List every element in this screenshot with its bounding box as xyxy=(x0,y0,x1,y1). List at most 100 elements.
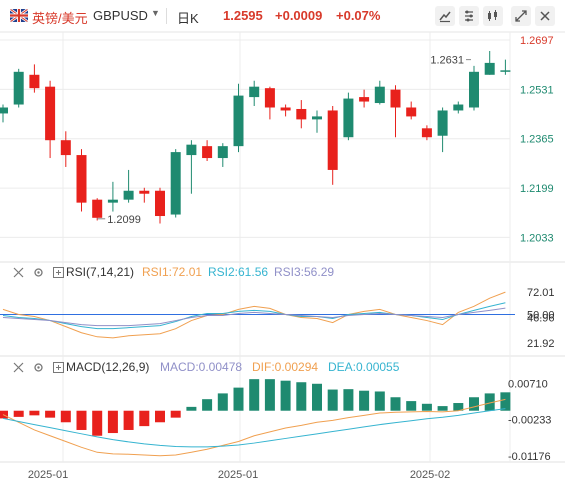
rsi1-line xyxy=(2,291,506,339)
period-selector[interactable]: 日K xyxy=(177,11,199,26)
divider xyxy=(166,8,167,24)
macd-bar xyxy=(453,403,464,411)
expand-icon xyxy=(515,10,527,22)
expand-button[interactable] xyxy=(511,6,531,26)
candle xyxy=(155,190,165,217)
candle xyxy=(123,190,134,200)
date-axis-label: 2025-01 xyxy=(218,469,258,481)
candle xyxy=(45,86,56,141)
macd-axis-label: -0.01176 xyxy=(508,451,551,463)
price-change-percent: +0.07% xyxy=(336,8,381,23)
indicator-settings-button[interactable] xyxy=(459,6,479,26)
macd-bar xyxy=(155,410,165,423)
expand-indicator-icon[interactable] xyxy=(53,267,64,278)
close-button[interactable] xyxy=(535,6,555,26)
macd-bar xyxy=(327,389,338,411)
macd-title: MACD(12,26,9) xyxy=(66,360,150,374)
macd-bar xyxy=(107,410,118,434)
candle xyxy=(249,86,260,98)
candle xyxy=(186,144,197,156)
low-annotation: 1.2099 xyxy=(107,214,141,226)
macd-bar xyxy=(390,397,401,411)
candle xyxy=(406,107,417,117)
date-axis-label: 2025-01 xyxy=(28,469,68,481)
macd-bar xyxy=(312,383,322,411)
macd-value: MACD:0.00478 xyxy=(160,360,243,374)
macd-bar xyxy=(264,379,275,411)
rsi-axis-label: 72.01 xyxy=(527,287,555,299)
candle xyxy=(390,89,401,108)
candle xyxy=(437,110,448,136)
high-annotation: 1.2631 xyxy=(430,55,464,67)
candle xyxy=(296,108,307,120)
uk-flag-icon xyxy=(10,9,28,22)
macd-bar xyxy=(76,410,87,430)
rsi2-line xyxy=(2,302,506,330)
candle xyxy=(343,98,354,138)
candle xyxy=(264,88,275,108)
candle xyxy=(170,152,181,215)
candle xyxy=(374,86,385,104)
macd-bar xyxy=(45,410,56,418)
candle xyxy=(484,62,495,75)
macd-bar xyxy=(139,410,150,427)
candle xyxy=(453,104,464,111)
price-axis-label: 1.2199 xyxy=(520,183,554,195)
candle xyxy=(107,199,118,203)
macd-bar xyxy=(437,406,448,411)
macd-bar xyxy=(123,410,134,430)
gear-icon[interactable] xyxy=(33,267,44,278)
macd-bar xyxy=(359,390,370,411)
macd-bar xyxy=(406,401,417,411)
price-axis-label: 1.2033 xyxy=(520,232,554,244)
settings-icon xyxy=(465,10,473,22)
candle xyxy=(76,155,87,203)
dif-value: DIF:0.00294 xyxy=(252,360,319,374)
macd-bar xyxy=(92,410,103,436)
price-change: +0.0009 xyxy=(275,8,323,23)
macd-bar xyxy=(186,406,197,411)
symbol-code[interactable]: GBPUSD xyxy=(93,8,148,23)
macd-bar xyxy=(484,393,495,411)
visibility-icon[interactable] xyxy=(13,267,24,278)
candle xyxy=(280,107,291,111)
macd-bar xyxy=(202,399,213,411)
macd-bar xyxy=(249,379,260,411)
macd-bar xyxy=(469,397,479,411)
macd-bar xyxy=(280,380,291,411)
candle xyxy=(92,199,103,218)
candle xyxy=(327,110,338,170)
chart-header: 英镑/美元 GBPUSD ▼ 日K 1.2595 +0.0009 +0.07% xyxy=(0,0,565,32)
candle xyxy=(469,71,479,108)
candle xyxy=(500,70,511,72)
candle xyxy=(202,146,213,159)
draw-tool-button[interactable] xyxy=(435,6,455,26)
chevron-down-icon[interactable]: ▼ xyxy=(151,8,160,18)
gear-icon[interactable] xyxy=(33,362,44,373)
macd-bar xyxy=(60,410,71,423)
macd-bar xyxy=(170,410,181,418)
candle xyxy=(13,71,24,105)
rsi2-value: RSI2:61.56 xyxy=(208,265,269,279)
candle xyxy=(60,140,71,156)
candle xyxy=(421,128,432,138)
symbol-name[interactable]: 英镑/美元 xyxy=(32,11,88,26)
macd-axis-label: -0.00233 xyxy=(508,415,551,427)
rsi3-value: RSI3:56.29 xyxy=(274,265,335,279)
expand-indicator-icon[interactable] xyxy=(53,362,64,373)
macd-bar xyxy=(374,391,385,411)
macd-bar xyxy=(343,389,354,411)
candle xyxy=(0,107,8,114)
macd-bar xyxy=(296,382,307,411)
macd-bar xyxy=(421,403,432,411)
rsi3-line xyxy=(2,307,506,327)
visibility-icon[interactable] xyxy=(13,362,24,373)
chart-type-button[interactable] xyxy=(483,6,503,26)
date-axis-label: 2025-02 xyxy=(410,469,450,481)
rsi-title: RSI(7,14,21) xyxy=(66,265,135,279)
rsi-axis-label: 46.96 xyxy=(527,313,555,325)
macd-axis-label: 0.00710 xyxy=(508,378,548,390)
candle xyxy=(217,146,228,159)
rsi-axis-label: 50.00 xyxy=(527,309,555,321)
